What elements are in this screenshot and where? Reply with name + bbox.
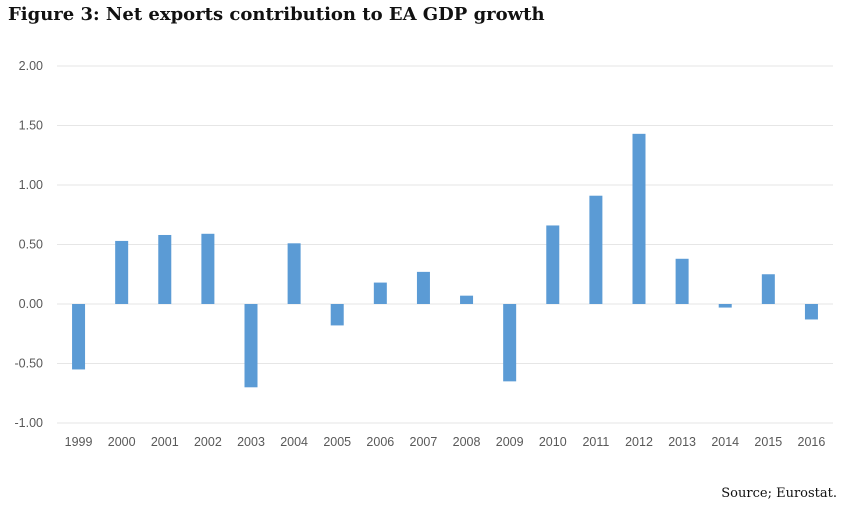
bar-2004: [287, 243, 301, 304]
y-tick-label: 1.50: [19, 119, 43, 133]
bar-2001: [158, 234, 172, 304]
bar-2002: [201, 233, 215, 304]
x-tick-label: 1999: [65, 435, 93, 449]
bar-2008: [460, 295, 474, 304]
x-tick-label: 2012: [625, 435, 653, 449]
x-tick-label: 2001: [151, 435, 179, 449]
x-tick-label: 2011: [582, 435, 609, 449]
y-tick-label: 1.00: [19, 178, 43, 192]
bar-2003: [244, 304, 258, 388]
x-tick-label: 2000: [108, 435, 136, 449]
y-tick-label: 2.00: [19, 59, 43, 73]
bar-2016: [804, 304, 818, 320]
x-tick-label: 2007: [410, 435, 438, 449]
x-tick-label: 2013: [668, 435, 696, 449]
chart-title: Figure 3: Net exports contribution to EA…: [8, 4, 545, 25]
bar-2014: [718, 304, 732, 308]
y-tick-label: 0.00: [19, 297, 43, 311]
bar-2009: [503, 304, 517, 382]
y-tick-label: -0.50: [15, 357, 44, 371]
x-tick-label: 2009: [496, 435, 524, 449]
x-tick-label: 2003: [237, 435, 265, 449]
y-tick-label: 0.50: [19, 238, 43, 252]
x-tick-label: 2015: [754, 435, 782, 449]
x-tick-label: 2005: [323, 435, 351, 449]
bar-2005: [330, 304, 344, 326]
bar-2007: [416, 271, 430, 304]
bar-2010: [546, 225, 560, 304]
x-tick-label: 2004: [280, 435, 308, 449]
bar-2006: [373, 282, 387, 304]
bar-2013: [675, 258, 689, 304]
source-note: Source; Eurostat.: [721, 486, 837, 501]
x-tick-label: 2014: [711, 435, 739, 449]
bar-2000: [115, 240, 129, 304]
bar-2015: [761, 274, 775, 304]
x-tick-label: 2010: [539, 435, 567, 449]
x-tick-label: 2016: [798, 435, 826, 449]
y-tick-label: -1.00: [15, 416, 44, 430]
bar-2011: [589, 195, 603, 304]
x-tick-label: 2008: [453, 435, 481, 449]
bar-2012: [632, 133, 646, 304]
bar-1999: [72, 304, 86, 370]
x-tick-label: 2006: [366, 435, 394, 449]
x-tick-label: 2002: [194, 435, 222, 449]
